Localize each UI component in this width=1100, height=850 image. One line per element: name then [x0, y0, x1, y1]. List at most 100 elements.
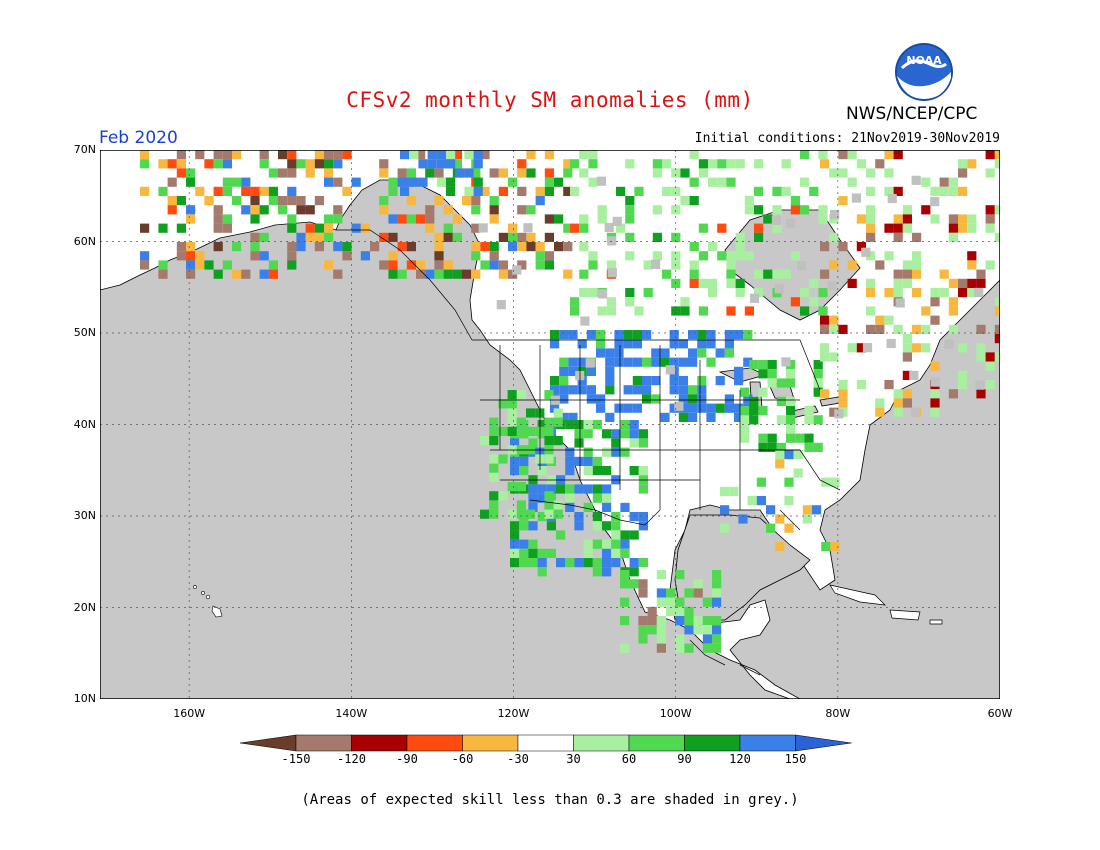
anomaly-cell	[296, 242, 306, 252]
anomaly-cell	[767, 360, 777, 370]
anomaly-cell	[480, 150, 490, 160]
low-skill-cell	[596, 176, 606, 186]
colorbar	[240, 734, 852, 752]
anomaly-cell	[606, 306, 616, 316]
anomaly-cell	[528, 502, 538, 512]
anomaly-cell	[829, 168, 839, 178]
anomaly-cell	[754, 223, 764, 233]
low-skill-cell	[851, 193, 862, 203]
anomaly-cell	[519, 466, 529, 476]
anomaly-cell	[948, 177, 958, 187]
anomaly-cell	[985, 223, 995, 233]
anomaly-cell	[948, 278, 958, 288]
anomaly-cell	[724, 330, 734, 340]
anomaly-cell	[296, 232, 306, 242]
anomaly-cell	[370, 242, 380, 252]
anomaly-cell	[838, 242, 848, 252]
anomaly-cell	[688, 412, 698, 422]
low-skill-cell	[612, 216, 622, 226]
low-skill-cell	[607, 268, 617, 278]
anomaly-cell	[629, 466, 639, 476]
anomaly-cell	[605, 348, 615, 358]
anomaly-cell	[577, 339, 587, 349]
anomaly-cell	[884, 380, 894, 390]
anomaly-cell	[553, 417, 563, 427]
anomaly-cell	[434, 196, 444, 206]
anomaly-cell	[985, 150, 995, 160]
anomaly-cell	[958, 343, 968, 353]
colorbar-tick-label: 60	[621, 752, 637, 766]
anomaly-cell	[688, 385, 698, 395]
anomaly-cell	[489, 205, 499, 215]
anomaly-cell	[866, 186, 876, 196]
anomaly-cell	[471, 196, 481, 206]
anomaly-cell	[526, 232, 536, 242]
anomaly-cell	[443, 269, 453, 279]
lat-label: 20N	[73, 600, 96, 614]
anomaly-cell	[632, 339, 642, 349]
anomaly-cell	[498, 186, 508, 196]
anomaly-cell	[693, 588, 703, 598]
anomaly-cell	[749, 415, 759, 425]
anomaly-cell	[985, 205, 995, 215]
anomaly-cell	[632, 330, 642, 340]
anomaly-cell	[614, 348, 624, 358]
anomaly-cell	[268, 168, 278, 178]
anomaly-cell	[820, 242, 830, 252]
anomaly-cell	[577, 357, 587, 367]
anomaly-cell	[489, 454, 499, 464]
anomaly-cell	[556, 558, 566, 568]
anomaly-cell	[967, 223, 977, 233]
anomaly-cell	[379, 205, 389, 215]
anomaly-cell	[614, 403, 624, 413]
anomaly-cell	[726, 306, 736, 316]
anomaly-cell	[684, 643, 694, 653]
anomaly-cell	[930, 361, 940, 371]
anomaly-cell	[818, 150, 828, 160]
anomaly-cell	[958, 168, 968, 178]
anomaly-cell	[602, 502, 612, 512]
anomaly-cell	[786, 369, 796, 379]
anomaly-cell	[489, 242, 499, 252]
anomaly-cell	[893, 288, 903, 298]
anomaly-cell	[680, 306, 690, 316]
anomaly-cell	[232, 177, 242, 187]
anomaly-cell	[519, 521, 529, 531]
anomaly-cell	[866, 232, 876, 242]
anomaly-cell	[563, 186, 573, 196]
anomaly-cell	[416, 214, 426, 224]
colorbar-high-arrow	[795, 734, 852, 752]
anomaly-cell	[717, 223, 727, 233]
anomaly-cell	[583, 466, 593, 476]
anomaly-cell	[574, 484, 584, 494]
anomaly-cell	[720, 523, 730, 533]
anomaly-cell	[671, 232, 681, 242]
anomaly-cell	[866, 223, 876, 233]
anomaly-cell	[856, 380, 866, 390]
anomaly-cell	[884, 251, 894, 261]
anomaly-cell	[425, 168, 435, 178]
anomaly-cell	[675, 616, 685, 626]
anomaly-cell	[829, 407, 839, 417]
anomaly-cell	[406, 214, 416, 224]
anomaly-cell	[734, 412, 744, 422]
anomaly-cell	[726, 251, 736, 261]
anomaly-cell	[176, 251, 186, 261]
anomaly-cell	[176, 159, 186, 169]
anomaly-cell	[379, 159, 389, 169]
anomaly-cell	[994, 205, 1000, 215]
anomaly-cell	[305, 205, 315, 215]
anomaly-cell	[697, 330, 707, 340]
anomaly-cell	[643, 288, 653, 298]
anomaly-cell	[614, 357, 624, 367]
anomaly-cell	[565, 466, 575, 476]
anomaly-cell	[902, 205, 912, 215]
anomaly-cell	[489, 260, 499, 270]
anomaly-cell	[565, 484, 575, 494]
anomaly-cell	[708, 278, 718, 288]
anomaly-cell	[790, 251, 800, 261]
anomaly-cell	[446, 159, 456, 169]
anomaly-cell	[669, 339, 679, 349]
anomaly-cell	[735, 242, 745, 252]
anomaly-cell	[638, 521, 648, 531]
